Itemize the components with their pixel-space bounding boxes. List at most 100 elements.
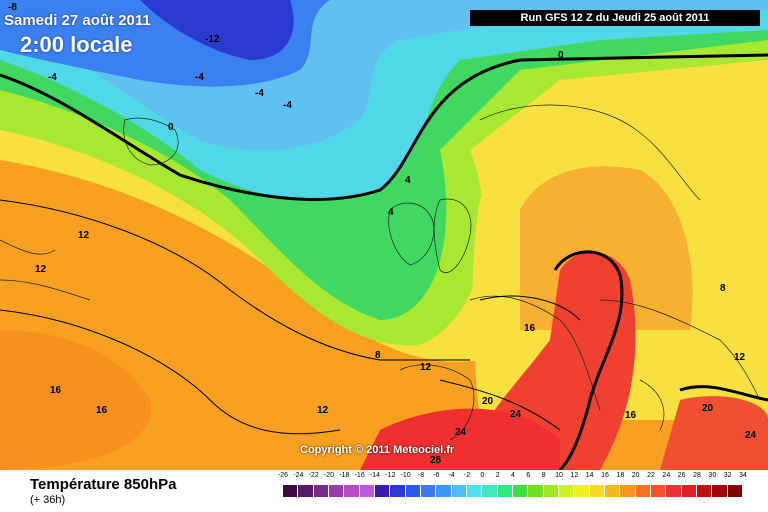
band-darkblue (140, 0, 294, 60)
color-legend: -26 -24 -22 -20 -18 -16 -14 -12 -10 -8 -6 -4 -2 0 2 4 6 8… (278, 472, 747, 510)
legend-color-bar (283, 485, 743, 497)
contour-label: 8 (720, 283, 726, 294)
contour-label: 24 (455, 427, 467, 438)
forecast-date: Samedi 27 août 2011 (4, 12, 151, 29)
contour-label: -12 (205, 34, 220, 45)
legend-swatch (374, 485, 391, 497)
legend-tick-label: -4 (448, 472, 455, 479)
legend-tick-label: 6 (526, 472, 531, 479)
legend-tick-label: -10 (400, 472, 411, 479)
legend-swatch (712, 485, 728, 497)
legend-swatch (283, 485, 299, 497)
legend-tick-label: 20 (631, 472, 640, 479)
legend-swatch (696, 485, 713, 497)
contour-label: 16 (524, 323, 536, 334)
legend-tick-label: -20 (323, 472, 335, 479)
contour-label: 12 (420, 362, 432, 373)
contour-label: 16 (625, 410, 637, 421)
contour-label: 12 (734, 352, 746, 363)
legend-swatch (528, 485, 544, 497)
contour-label: 24 (510, 409, 522, 420)
contour-label: -4 (48, 72, 57, 83)
map-canvas (0, 0, 768, 470)
isotherms-major (0, 53, 768, 470)
legend-tick-label: -14 (369, 472, 381, 479)
contour-label: -4 (195, 72, 204, 83)
contour-label: 24 (745, 430, 757, 441)
legend-swatch (666, 485, 682, 497)
contour-label: 12 (317, 405, 329, 416)
legend-swatch (344, 485, 360, 497)
legend-tick-label: 8 (541, 472, 546, 479)
legend-swatch (482, 485, 498, 497)
legend-tick-label: -6 (433, 472, 440, 479)
legend-swatch (497, 485, 513, 497)
contour-label: 20 (702, 403, 714, 414)
legend-swatch (298, 485, 314, 497)
legend-tick-label: 34 (739, 472, 747, 479)
legend-swatch (466, 485, 483, 497)
west-orange (0, 330, 152, 470)
legend-swatch (313, 485, 329, 497)
copyright-notice: Copyright © 2011 Meteociel.fr (300, 444, 455, 456)
legend-swatch (436, 485, 452, 497)
legend-swatch (405, 485, 421, 497)
forecast-time: 2:00 locale (20, 32, 133, 57)
legend-swatch (558, 485, 575, 497)
legend-tick-label: 28 (693, 472, 701, 479)
legend-swatch (390, 485, 406, 497)
temperature-map: Samedi 27 août 2011 2:00 locale Run GFS … (0, 0, 768, 470)
legend-tick-label: 2 (495, 472, 500, 479)
legend-swatch (681, 485, 697, 497)
contour-label: 0 (168, 122, 174, 133)
legend-tick-label: -26 (277, 472, 289, 479)
legend-swatch (574, 485, 590, 497)
legend-swatch (589, 485, 605, 497)
legend-tick-label: 12 (570, 472, 579, 479)
contour-label: 20 (482, 396, 494, 407)
legend-swatch (604, 485, 621, 497)
legend-tick-label: 22 (647, 472, 655, 479)
legend-tick-label: 18 (616, 472, 625, 479)
legend-tick-label: -12 (385, 472, 396, 479)
legend-tick-label: -18 (339, 472, 350, 479)
legend-swatch (451, 485, 467, 497)
legend-tick-label: 4 (511, 472, 515, 479)
contour-label: 4 (405, 175, 411, 186)
coastlines (0, 104, 761, 441)
forecast-lead-time: (+ 36h) (30, 494, 66, 506)
contour-label: 28 (430, 455, 442, 466)
contour-label: -8 (8, 2, 17, 13)
legend-tick-label: 14 (585, 472, 594, 479)
footer: Température 850hPa (+ 36h) -26 -24 -22 -20-… (0, 470, 768, 512)
contour-label: 12 (35, 264, 47, 275)
legend-tick-label: 26 (677, 472, 686, 479)
model-run-banner: Run GFS 12 Z du Jeudi 25 août 2011 (470, 10, 760, 26)
legend-swatch (420, 485, 437, 497)
legend-tick-label: 30 (708, 472, 717, 479)
contour-label: -4 (255, 88, 264, 99)
legend-tick-label: 16 (601, 472, 609, 479)
legend-tick-label: -24 (293, 472, 304, 479)
contour-label: 16 (96, 405, 108, 416)
legend-tick-label: 32 (723, 472, 732, 479)
contour-label: 0 (558, 50, 564, 61)
legend-tick-label: 10 (555, 472, 563, 479)
legend-swatch (650, 485, 667, 497)
legend-tick-label: -16 (354, 472, 365, 479)
contour-label: 16 (50, 385, 62, 396)
heat-red-east (660, 396, 768, 470)
legend-tick-labels: -26 -24 -22 -20 -18 -16 -14 -12 -10 -8 -6 -4 -2 0 2 4 6 8… (278, 472, 747, 482)
legend-tick-label: -8 (417, 472, 425, 479)
contour-label: 8 (375, 350, 381, 361)
chart-title: Température 850hPa (30, 476, 177, 493)
legend-swatch (620, 485, 636, 497)
legend-tick-label: 0 (480, 472, 485, 479)
legend-tick-label: -22 (308, 472, 319, 479)
contour-label: 12 (78, 230, 90, 241)
legend-swatch (512, 485, 529, 497)
legend-swatch (727, 485, 743, 497)
contour-label: 4 (388, 207, 394, 218)
legend-swatch (359, 485, 375, 497)
legend-tick-label: 24 (662, 472, 671, 479)
